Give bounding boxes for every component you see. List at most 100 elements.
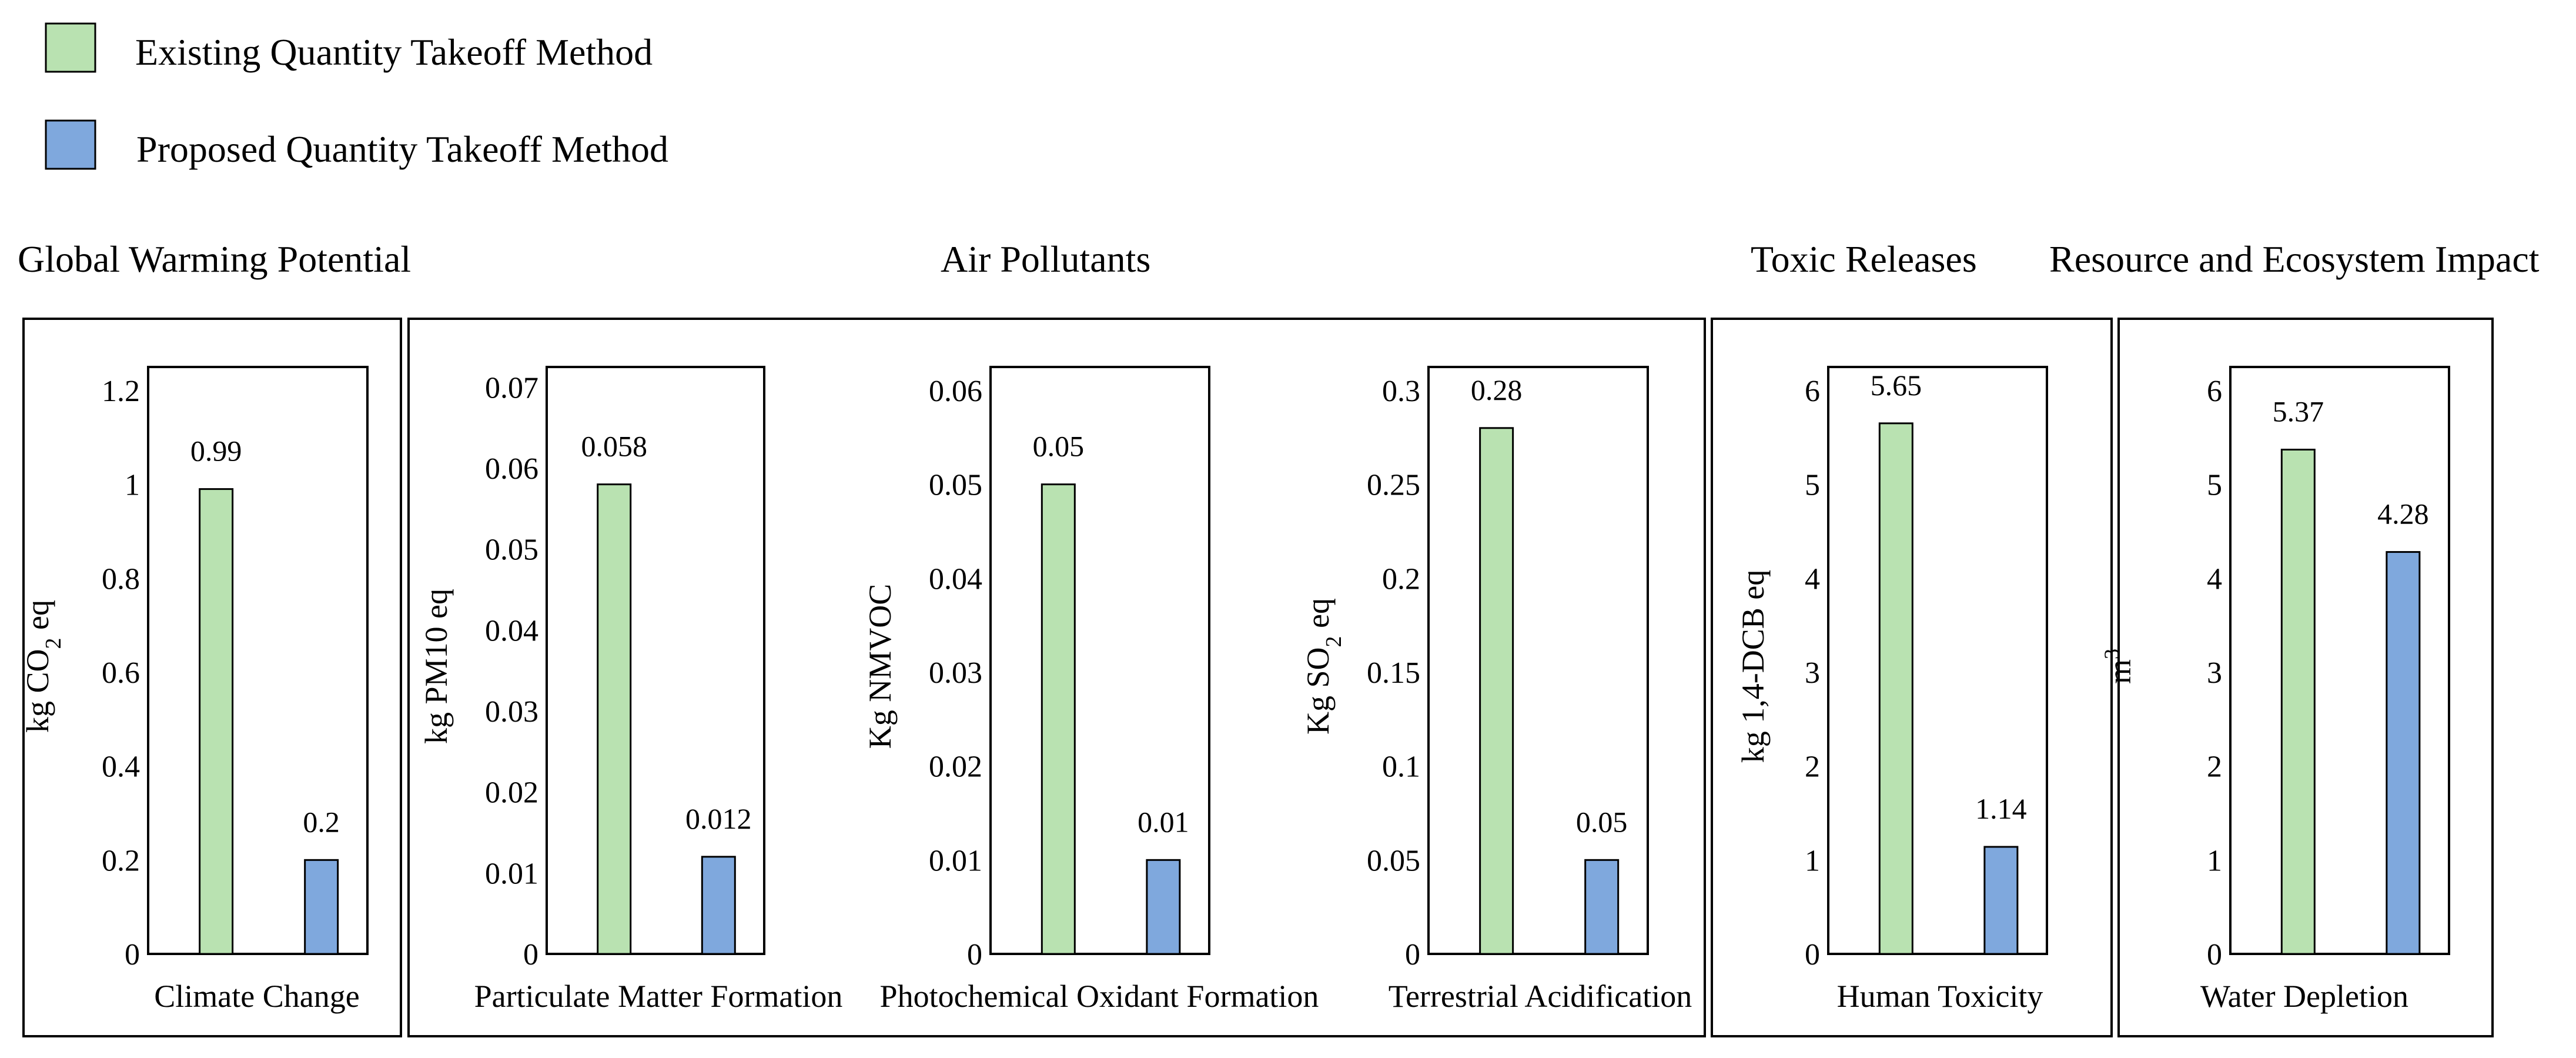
y-tick-label: 0.02	[929, 750, 982, 784]
group-title-toxic-releases: Toxic Releases	[1751, 238, 1977, 280]
plot-frame	[2229, 366, 2450, 955]
bar-proposed	[304, 859, 339, 955]
y-tick-label: 0.6	[102, 656, 140, 690]
data-label: 0.058	[581, 430, 647, 463]
data-label: 0.05	[1033, 430, 1085, 463]
bar-proposed	[2386, 551, 2421, 955]
x-axis-label: Climate Change	[154, 979, 359, 1014]
panel-1: 0 0.01 0.02 0.03 0.04 0.05 0.06 0.07 0.058 0.012 P…	[419, 366, 843, 1014]
y-tick-label: 1	[2207, 844, 2222, 877]
legend-label-existing: Existing Quantity Takeoff Method	[135, 31, 653, 73]
bar-proposed	[1146, 859, 1181, 955]
y-tick-label: 1	[125, 469, 140, 502]
plot-frame	[1427, 366, 1649, 955]
panel-5: 0 1 2 3 4 5 6 5.37 4.28 Water Depletion m3	[2100, 366, 2450, 1014]
y-axis-label: kg 1,4-DCB eq	[1735, 570, 1771, 763]
x-axis-label: Human Toxicity	[1837, 979, 2043, 1014]
y-tick-label: 1.2	[102, 375, 140, 408]
y-tick-label: 4	[1805, 562, 1820, 596]
y-tick-label: 0.4	[102, 750, 140, 784]
x-axis-label: Photochemical Oxidant Formation	[880, 979, 1319, 1014]
y-tick-label: 0.01	[485, 857, 538, 890]
data-label: 0.2	[303, 805, 340, 838]
legend-label-proposed: Proposed Quantity Takeoff Method	[136, 128, 668, 170]
bar-existing	[1041, 483, 1076, 955]
y-axis-label: m3	[2100, 649, 2137, 684]
panel-0: 0 0.2 0.4 0.6 0.8 1 1.2 0.99 0.2 Climate Change kg…	[20, 366, 369, 1014]
y-tick-label: 0.05	[1367, 844, 1420, 877]
bar-proposed	[1983, 846, 2019, 955]
group-frame-resource-ecosystem	[2117, 318, 2494, 1037]
y-tick-label: 0.05	[485, 533, 538, 567]
legend-swatch-proposed	[45, 119, 96, 170]
group-frame-toxic-releases	[1711, 318, 2113, 1037]
group-title-global-warming: Global Warming Potential	[18, 238, 411, 280]
data-label: 5.65	[1871, 369, 1922, 402]
bar-existing	[1878, 422, 1913, 955]
y-tick-label: 0.06	[485, 452, 538, 486]
y-axis-label: Kg SO2 eq	[1300, 598, 1346, 735]
y-tick-label: 0.1	[1382, 750, 1420, 784]
group-frame-air-pollutants	[407, 318, 1706, 1037]
data-label: 0.28	[1471, 373, 1523, 406]
y-tick-label: 0.04	[929, 562, 982, 596]
x-axis-label: Terrestrial Acidification	[1389, 979, 1692, 1014]
bar-proposed	[701, 856, 736, 955]
y-tick-label: 0.3	[1382, 375, 1420, 408]
y-tick-label: 0	[1805, 938, 1820, 972]
plot-frame	[147, 366, 369, 955]
y-tick-label: 0	[125, 938, 140, 972]
group-title-resource-ecosystem: Resource and Ecosystem Impact	[2049, 238, 2540, 280]
group-title-air-pollutants: Air Pollutants	[941, 238, 1150, 280]
y-tick-label: 0	[2207, 938, 2222, 972]
data-label: 0.01	[1138, 805, 1189, 838]
data-label: 1.14	[1975, 792, 2027, 825]
y-tick-label: 6	[1805, 375, 1820, 408]
chart-panels: 0 0.2 0.4 0.6 0.8 1 1.2 0.99 0.2 Climate Change kg…	[20, 366, 2450, 1014]
y-tick-label: 1	[1805, 844, 1820, 877]
y-tick-label: 0.25	[1367, 469, 1420, 502]
y-tick-label: 5	[1805, 469, 1820, 502]
plot-frame	[989, 366, 1210, 955]
y-tick-label: 0.05	[929, 469, 982, 502]
bar-existing	[1479, 427, 1514, 955]
y-axis-label: Kg NMVOC	[862, 584, 898, 749]
y-tick-label: 0	[1405, 938, 1420, 972]
y-tick-label: 0.2	[1382, 562, 1420, 596]
y-tick-label: 2	[1805, 750, 1820, 784]
y-tick-label: 0.15	[1367, 656, 1420, 690]
panel-2: 0 0.01 0.02 0.03 0.04 0.05 0.06 0.05 0.01 Photoch…	[862, 366, 1319, 1014]
y-tick-label: 0.01	[929, 844, 982, 877]
legend-swatch-existing	[45, 22, 96, 73]
y-tick-label: 0	[967, 938, 982, 972]
y-tick-label: 4	[2207, 562, 2222, 596]
y-tick-label: 0.2	[102, 844, 140, 877]
y-tick-label: 2	[2207, 750, 2222, 784]
y-tick-label: 0.07	[485, 371, 538, 405]
y-tick-label: 5	[2207, 469, 2222, 502]
data-label: 5.37	[2273, 395, 2324, 428]
y-tick-label: 6	[2207, 375, 2222, 408]
legend: Existing Quantity Takeoff Method Propose…	[45, 22, 668, 170]
data-label: 4.28	[2377, 498, 2429, 530]
bar-existing	[2280, 449, 2316, 955]
panel-4: 0 1 2 3 4 5 6 5.65 1.14 Human Toxicity kg 1,4-DCB …	[1735, 366, 2048, 1014]
y-tick-label: 0.03	[929, 656, 982, 690]
plot-frame	[546, 366, 765, 955]
x-axis-label: Water Depletion	[2200, 979, 2408, 1014]
bar-existing	[199, 488, 234, 955]
y-axis-label: kg CO2 eq	[20, 600, 66, 733]
data-label: 0.05	[1576, 805, 1628, 838]
x-axis-label: Particulate Matter Formation	[474, 979, 843, 1014]
plot-frame	[1827, 366, 2048, 955]
bar-existing	[597, 483, 632, 955]
y-tick-label: 0	[523, 938, 538, 972]
data-label: 0.012	[685, 802, 752, 835]
bar-proposed	[1584, 859, 1620, 955]
y-tick-label: 0.04	[485, 614, 538, 648]
y-tick-label: 0.02	[485, 776, 538, 810]
panel-3: 0 0.05 0.1 0.15 0.2 0.25 0.3 0.28 0.05 Terrestria…	[1300, 366, 1692, 1014]
group-frame-global-warming	[22, 318, 402, 1037]
y-axis-label: kg PM10 eq	[419, 589, 454, 744]
